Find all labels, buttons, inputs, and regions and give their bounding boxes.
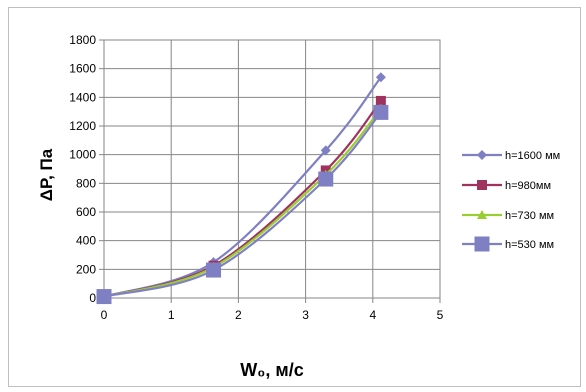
data-point <box>373 104 389 120</box>
y-tick-label: 800 <box>76 176 96 190</box>
gridlines <box>99 39 441 303</box>
data-point <box>96 289 112 305</box>
series-line <box>103 111 382 298</box>
legend-marker <box>477 180 487 190</box>
y-tick-label: 1000 <box>69 148 96 162</box>
series-line <box>103 108 382 298</box>
series-4 <box>96 104 389 305</box>
legend-item: h=1600 мм <box>462 150 560 162</box>
legend-label: h=1600 мм <box>505 150 560 162</box>
legend-item: h=980мм <box>462 180 551 192</box>
legend-marker <box>474 236 490 252</box>
legend-label: h=980мм <box>505 180 551 192</box>
y-tick-label: 0 <box>89 291 96 305</box>
y-tick-label: 400 <box>76 234 96 248</box>
legend-item: h=530 мм <box>462 236 554 252</box>
y-axis-title: ΔP, Па <box>37 148 56 201</box>
y-tick-label: 200 <box>76 262 96 276</box>
x-tick-label: 2 <box>235 308 242 322</box>
series-group <box>96 72 389 305</box>
x-tick-label: 3 <box>302 308 309 322</box>
legend-item: h=730 мм <box>462 210 554 222</box>
data-point <box>318 171 334 187</box>
y-tick-labels: 0 200 400 600 800 1000 1200 1400 1600 1800 <box>69 33 96 305</box>
x-tick-label: 4 <box>369 308 376 322</box>
legend-label: h=730 мм <box>505 210 554 222</box>
y-tick-label: 600 <box>76 205 96 219</box>
x-tick-label: 1 <box>168 308 175 322</box>
y-axis-title-mask <box>43 120 60 130</box>
legend-marker <box>477 210 487 219</box>
data-point <box>375 95 386 106</box>
x-tick-label: 5 <box>437 308 444 322</box>
y-tick-label: 1400 <box>69 90 96 104</box>
x-tick-labels: 0 1 2 3 4 5 <box>101 308 444 322</box>
legend-marker <box>477 150 487 160</box>
data-point <box>320 145 331 156</box>
y-tick-label: 1600 <box>69 62 96 76</box>
y-tick-label: 1200 <box>69 119 96 133</box>
y-tick-label: 1800 <box>69 33 96 47</box>
data-point <box>375 72 386 83</box>
data-point <box>206 262 222 278</box>
legend: h=1600 мм h=980мм h=730 мм h=530 мм <box>462 150 560 252</box>
legend-label: h=530 мм <box>505 239 554 251</box>
x-tick-label: 0 <box>101 308 108 322</box>
plot-area <box>103 39 441 299</box>
x-axis-title: W₀, м/с <box>240 360 303 380</box>
